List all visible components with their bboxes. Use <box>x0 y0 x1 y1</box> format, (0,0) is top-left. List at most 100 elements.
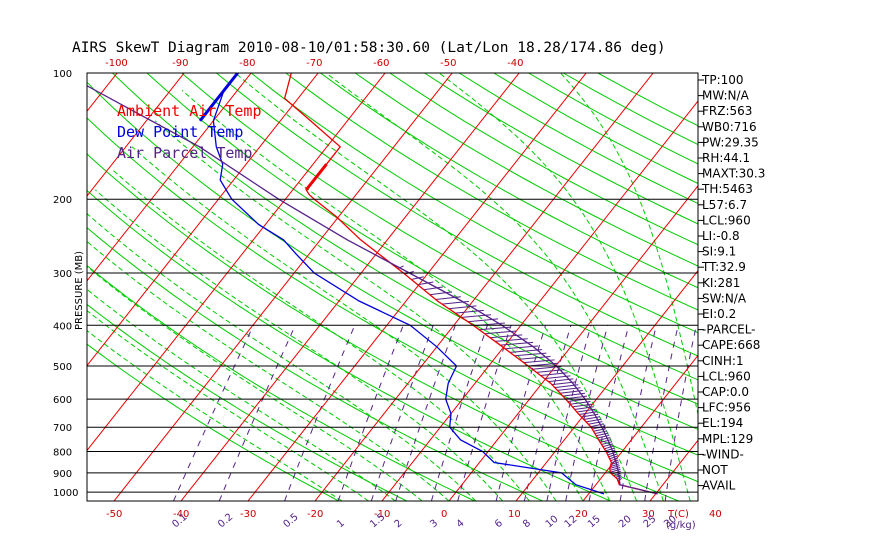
isotherm <box>582 354 698 501</box>
stat-item: LCL:960 <box>702 369 751 383</box>
cape-hatch <box>605 447 615 452</box>
stat-item: WB0:716 <box>702 120 757 134</box>
cape-hatch <box>608 453 617 458</box>
dry-adiabat <box>285 73 698 311</box>
dry-adiabat <box>87 227 543 501</box>
bottom-temp-tick: -50 <box>106 509 122 520</box>
top-temp-tick: -80 <box>239 58 255 69</box>
bottom-temp-tick: 10 <box>508 509 521 520</box>
cape-hatch <box>600 439 612 443</box>
bottom-temp-tick: 0 <box>441 509 447 520</box>
cape-hatch <box>598 437 611 441</box>
stat-item: -PARCEL- <box>702 323 756 337</box>
profile-dew-point-temp <box>212 73 605 495</box>
stat-item: CAP:0.0 <box>702 385 749 399</box>
dry-adiabat <box>87 303 408 501</box>
pressure-tick-label: 500 <box>53 362 72 373</box>
mixing-ratio-line <box>218 325 296 501</box>
profile-air-parcel-temp <box>87 85 658 495</box>
cape-hatch <box>441 300 469 305</box>
cape-hatch <box>588 421 603 425</box>
stat-item: SW:N/A <box>702 291 747 305</box>
mixing-ratio-label: 4 <box>455 518 467 531</box>
isotherm <box>777 54 870 510</box>
stat-item: CINH:1 <box>702 354 744 368</box>
cape-hatch <box>602 443 614 448</box>
cape-hatch <box>417 281 434 286</box>
isotherm <box>87 73 319 367</box>
moist-adiabat <box>438 73 691 501</box>
dry-adiabat <box>87 153 679 501</box>
profile-ambient-air-temp <box>283 73 658 495</box>
moist-adiabat <box>325 73 664 501</box>
isotherm <box>87 73 118 112</box>
stat-item: SI:9.1 <box>702 245 736 259</box>
chart-title: AIRS SkewT Diagram 2010-08-10/01:58:30.6… <box>72 40 666 56</box>
dewpoint-top-segment <box>198 73 239 122</box>
mixing-ratio-label: 1 <box>335 518 347 531</box>
mixing-ratio-label: 6 <box>493 518 505 531</box>
mixing-ratio-line <box>457 325 512 501</box>
stat-item: AVAIL <box>702 479 736 493</box>
bottom-axis-unit: T(C) <box>667 509 689 520</box>
top-temp-tick: -50 <box>440 58 456 69</box>
dry-adiabat <box>87 189 611 501</box>
cape-hatch <box>590 423 604 428</box>
mixing-ratio-line <box>565 325 609 501</box>
stat-item: PW:29.35 <box>702 135 759 149</box>
axes-frame <box>86 72 699 502</box>
dry-adiabat <box>87 117 698 483</box>
isotherm <box>87 73 252 282</box>
bottom-temp-tick: 40 <box>709 509 722 520</box>
pressure-tick-label: 1000 <box>53 488 78 499</box>
cape-hatch <box>397 265 404 270</box>
pressure-tick-label: 200 <box>53 195 72 206</box>
mixing-ratio-label: 0.2 <box>216 512 235 531</box>
mixing-ratio-line <box>546 325 592 501</box>
cape-hatch <box>411 276 424 280</box>
cape-hatch <box>448 305 477 310</box>
stat-item: CAPE:668 <box>702 338 760 352</box>
stat-item: -WIND- <box>702 447 744 461</box>
pressure-tick-label: 100 <box>53 69 72 80</box>
cape-hatch <box>611 459 619 464</box>
bottom-temp-tick: 20 <box>575 509 588 520</box>
moist-adiabat <box>87 265 423 501</box>
stat-item: RH:44.1 <box>702 151 750 165</box>
mixing-ratio-line <box>644 325 679 501</box>
mixing-ratio-label: 8 <box>521 518 533 531</box>
cape-hatch <box>610 457 618 462</box>
bottom-temp-tick: -40 <box>173 509 189 520</box>
stat-item: KI:281 <box>702 276 740 290</box>
cape-hatch <box>609 455 618 460</box>
stat-item: MAXT:30.3 <box>702 167 765 181</box>
stat-item: LCL:960 <box>702 213 751 227</box>
pressure-tick-label: 700 <box>53 423 72 434</box>
dry-adiabat <box>112 73 698 430</box>
cape-hatch <box>609 465 620 469</box>
top-temp-tick: -60 <box>373 58 389 69</box>
dry-adiabat <box>87 81 698 456</box>
isotherm <box>87 73 386 452</box>
moist-adiabat <box>234 73 638 501</box>
stat-item: LFC:956 <box>702 401 751 415</box>
stat-item: FRZ:563 <box>702 104 752 118</box>
isotherm <box>381 100 698 501</box>
dry-adiabat <box>354 73 698 267</box>
mixing-ratio-line <box>284 325 356 501</box>
moist-adiabat <box>87 330 343 501</box>
stat-item: MPL:129 <box>702 432 753 446</box>
pressure-tick-label: 300 <box>53 269 72 280</box>
stat-item: MW:N/A <box>702 89 750 103</box>
cape-hatch <box>594 430 608 435</box>
stat-item: L57:6.7 <box>702 198 747 212</box>
bottom-temp-tick: 30 <box>642 509 655 520</box>
cape-hatch <box>423 286 443 291</box>
legend: Ambient Air Temp Dew Point Temp Air Parcel… <box>117 102 262 162</box>
top-temp-tick: -70 <box>306 58 322 69</box>
moist-adiabat <box>560 73 698 417</box>
stat-item: EL:194 <box>702 416 743 430</box>
stat-item: TT:32.9 <box>701 260 746 274</box>
